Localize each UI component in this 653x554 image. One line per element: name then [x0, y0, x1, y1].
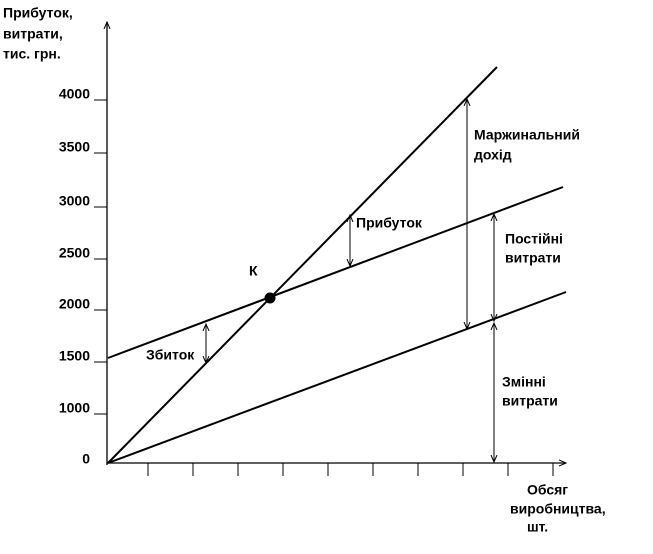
point-label: К	[249, 263, 258, 279]
y-tick-label: 1000	[59, 400, 90, 416]
y-tick-label: 2000	[59, 296, 90, 312]
y-axis-title: тис. грн.	[3, 46, 61, 62]
annotation: Змінні	[502, 374, 546, 390]
y-ticks	[94, 99, 107, 415]
variable-cost-line	[107, 291, 567, 464]
y-tick-label: 3000	[59, 193, 90, 209]
x-axis-title: виробництва,	[510, 501, 606, 517]
annotation: витрати	[505, 250, 561, 266]
annotation: дохід	[474, 147, 512, 163]
annotation: Збиток	[146, 347, 195, 363]
total-cost-line	[107, 186, 564, 359]
y-axis-title: Прибуток,	[3, 5, 73, 21]
annotation: Маржинальний	[474, 127, 580, 143]
annotation: витрати	[502, 393, 558, 409]
annotation: Прибуток	[356, 215, 423, 231]
y-tick-label: 0	[82, 451, 90, 467]
annotation: Постійні	[505, 231, 563, 247]
y-tick-label: 2500	[59, 245, 90, 261]
x-axis-title: шт.	[527, 519, 548, 535]
y-tick-label: 4000	[59, 86, 90, 102]
y-tick-label: 1500	[59, 348, 90, 364]
revenue-line	[107, 66, 498, 464]
x-axis-title: Обсяг	[527, 482, 568, 498]
y-tick-label: 3500	[59, 139, 90, 155]
break-even-point	[264, 292, 276, 304]
y-axis-title: витрати,	[3, 26, 63, 42]
x-ticks	[147, 463, 554, 476]
